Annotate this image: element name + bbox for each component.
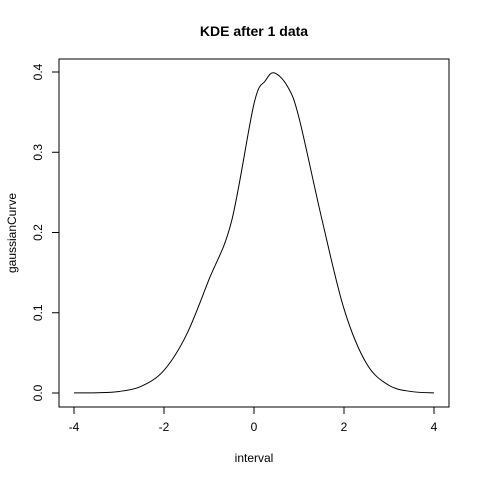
y-axis: 0.0 0.1 0.2 0.3 0.4 (31, 63, 60, 401)
x-tick-label: 4 (431, 420, 438, 434)
y-tick-label: 0.2 (31, 224, 45, 241)
x-axis-label: interval (235, 451, 274, 465)
y-axis-label: gaussianCurve (5, 193, 19, 273)
plot-frame (58, 58, 450, 408)
y-tick-label: 0.0 (31, 384, 45, 401)
x-tick-label: 0 (251, 420, 258, 434)
x-tick-label: -2 (159, 420, 170, 434)
y-tick-label: 0.4 (31, 63, 45, 80)
y-tick-label: 0.3 (31, 144, 45, 161)
x-tick-label: 2 (341, 420, 348, 434)
x-axis: -4 -2 0 2 4 (69, 406, 438, 434)
chart-title: KDE after 1 data (200, 23, 308, 39)
gaussian-curve-line (73, 72, 435, 394)
y-tick-label: 0.1 (31, 304, 45, 321)
x-tick-label: -4 (69, 420, 80, 434)
